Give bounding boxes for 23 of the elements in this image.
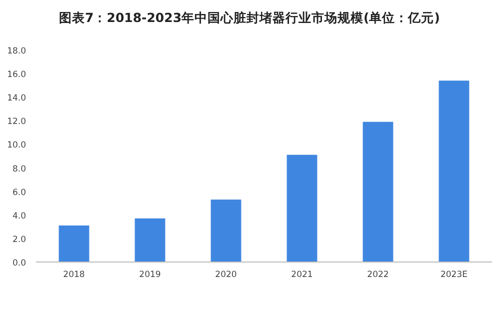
bar <box>286 154 318 262</box>
bar <box>438 80 470 262</box>
x-tick-label: 2023E <box>440 270 468 280</box>
y-tick-label: 10.0 <box>7 140 26 151</box>
x-tick-label: 2019 <box>139 270 161 280</box>
x-tick-label: 2020 <box>215 270 237 280</box>
y-tick-label: 14.0 <box>7 94 26 104</box>
x-tick-label: 2018 <box>63 270 85 280</box>
y-tick-label: 18.0 <box>7 46 26 56</box>
x-tick-label: 2021 <box>291 270 313 280</box>
x-tick-label: 2022 <box>367 270 389 280</box>
bar <box>134 218 166 262</box>
chart-title: 图表7：2018-2023年中国心脏封堵器行业市场规模(单位：亿元) <box>59 10 440 25</box>
y-tick-label: 0.0 <box>12 258 26 268</box>
y-tick-label: 2.0 <box>12 234 26 245</box>
y-tick-label: 4.0 <box>12 211 26 222</box>
y-tick-label: 12.0 <box>7 117 26 128</box>
y-tick-label: 8.0 <box>12 164 26 174</box>
y-tick-label: 6.0 <box>12 188 26 198</box>
y-tick-label: 16.0 <box>7 70 26 80</box>
bar <box>210 200 242 262</box>
bar <box>58 225 90 262</box>
bar <box>362 122 394 262</box>
